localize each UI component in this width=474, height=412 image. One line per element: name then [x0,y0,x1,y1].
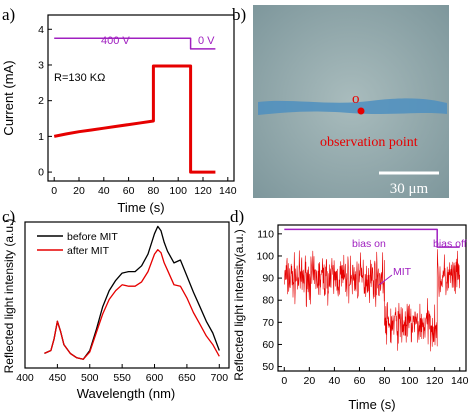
panel-label-a: a) [2,5,15,24]
plot-a-yticks: 0 1 2 3 4 [38,24,52,179]
y-tick-label: 100 [256,250,274,262]
plot-c-xticks: 400 450 500 550 600 650 700 [16,364,228,384]
plot-c-xlabel: Wavelength (nm) [77,386,176,401]
plot-c-frame [24,221,230,369]
x-tick-label: 140 [451,375,469,387]
bias-voltage-line [54,37,216,50]
legend-label-after: after MIT [67,245,110,257]
plot-a-xticks: 0 20 40 60 80 100 120 140 [51,177,237,197]
y-tick-label: 1 [38,131,44,143]
x-tick-label: 450 [49,372,67,384]
panel-c: c) 400 450 500 550 600 650 700 before MIT afte… [2,207,230,401]
y-tick-label: 60 [262,339,274,351]
plot-d-bias-on: bias on [352,238,386,250]
plot-d-mit-pointer [378,274,393,286]
y-tick-label: 80 [262,295,274,307]
x-tick-label: 20 [73,185,85,197]
y-tick-label: 3 [38,59,44,71]
x-tick-label: 120 [426,375,444,387]
x-tick-label: 80 [379,375,391,387]
panel-b: o observation point 30 μm b) [232,5,449,198]
plot-d-xticks: 0 20 40 60 80 100 120 140 [281,367,469,387]
x-tick-label: 100 [401,375,419,387]
legend-label-before: before MIT [67,231,118,243]
panel-label-d: d) [230,207,244,226]
x-tick-label: 400 [16,372,34,384]
y-tick-label: 110 [257,228,274,240]
plot-d-frame [277,224,467,372]
x-tick-label: 0 [51,185,57,197]
panel-a: a) 0 20 40 60 80 100 120 140 0 1 2 3 4 Time (s) Cur… [1,5,237,215]
panel-d: d) 0 20 40 60 80 100 120 140 50 60 70 80 90 100 110 b… [230,207,469,412]
x-tick-label: 600 [146,372,164,384]
observation-point-caption: observation point [320,135,418,150]
plot-a-frame [47,14,235,182]
x-tick-label: 100 [169,185,187,197]
plot-a-ylabel: Current (mA) [1,60,16,135]
x-tick-label: 140 [219,185,237,197]
panel-label-b: b) [232,5,246,24]
plot-d-series [284,228,460,352]
current-series-line [53,64,216,174]
reflected-intensity-line [284,249,460,352]
y-tick-label: 4 [38,24,44,36]
plot-c-series [44,225,220,360]
y-tick-label: 70 [262,317,274,329]
scalebar-label: 30 μm [390,181,429,197]
x-tick-label: 650 [178,372,196,384]
plot-a-series [53,37,216,174]
x-tick-label: 550 [113,372,131,384]
observation-point-marker [357,107,365,115]
x-tick-label: 60 [123,185,135,197]
x-tick-label: 120 [194,185,212,197]
x-tick-label: 700 [211,372,229,384]
plot-d-xlabel: Time (s) [348,397,395,412]
plot-d-mit-label: MIT [393,266,412,278]
y-tick-label: 50 [262,361,274,373]
plot-c-ylabel: Reflected light intensity (a.u.) [2,219,16,374]
plot-d-bias-off: bias off [433,238,467,250]
plot-a-bias-high: 400 V [101,35,130,47]
plot-a-resistance: R=130 KΩ [54,72,105,84]
x-tick-label: 500 [81,372,99,384]
plot-a-xlabel: Time (s) [117,200,164,215]
plot-c-legend: before MIT after MIT [37,231,118,257]
y-tick-label: 90 [262,273,274,285]
spectrum-after-mit-line [44,249,220,360]
plot-d-yticks: 50 60 70 80 90 100 110 [256,228,282,373]
micrograph-stripe [258,98,447,115]
plot-d-ylabel: Reflected light intensity(a.u.) [232,229,246,380]
x-tick-label: 60 [354,375,366,387]
x-tick-label: 40 [329,375,341,387]
panel-label-c: c) [2,207,15,226]
observation-point-symbol: o [352,91,360,107]
plot-a-bias-low: 0 V [198,35,215,47]
x-tick-label: 40 [98,185,110,197]
bias-state-line [284,228,460,248]
x-tick-label: 0 [281,375,287,387]
y-tick-label: 2 [38,95,44,107]
x-tick-label: 80 [148,185,160,197]
x-tick-label: 20 [303,375,315,387]
y-tick-label: 0 [38,167,44,179]
